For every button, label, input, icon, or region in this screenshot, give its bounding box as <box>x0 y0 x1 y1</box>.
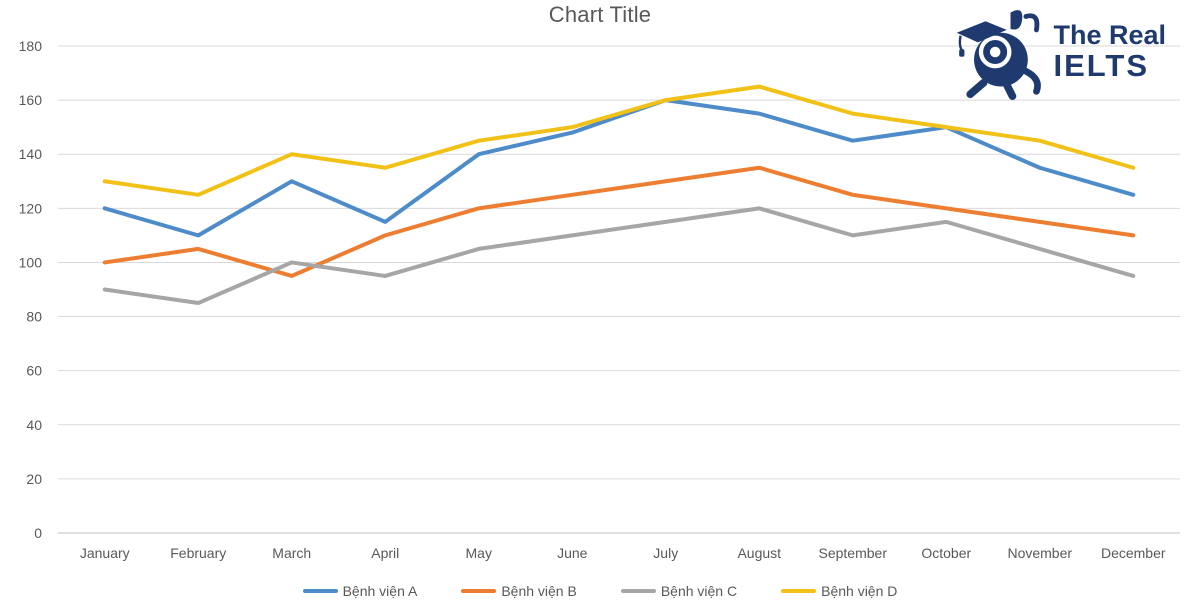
logo-text: The Real IELTS <box>1053 22 1166 81</box>
y-tick-label: 120 <box>19 200 43 216</box>
x-tick-label: January <box>80 545 130 561</box>
y-tick-label: 180 <box>19 38 43 54</box>
legend-label: Bệnh viện B <box>501 583 577 599</box>
chart-title: Chart Title <box>548 2 652 27</box>
y-tick-label: 80 <box>26 309 42 325</box>
logo-text-line1: The Real <box>1053 20 1166 51</box>
y-tick-label: 0 <box>34 525 42 541</box>
y-tick-label: 140 <box>19 146 43 162</box>
x-tick-label: October <box>921 545 971 561</box>
y-tick-label: 40 <box>26 417 42 433</box>
y-tick-label: 20 <box>26 471 42 487</box>
legend-item: Bệnh viện C <box>620 583 738 599</box>
logo-text-line2: IELTS <box>1053 47 1149 83</box>
legend-line-swatch-icon <box>302 589 338 593</box>
x-tick-label: March <box>272 545 311 561</box>
series-line-bệnh-viện-b <box>102 165 1136 278</box>
legend-line-swatch-icon <box>461 589 497 593</box>
x-tick-label: December <box>1101 545 1166 561</box>
x-tick-label: November <box>1007 545 1072 561</box>
logo: The Real IELTS <box>951 4 1166 100</box>
y-tick-label: 100 <box>19 254 43 270</box>
legend-item: Bệnh viện D <box>781 583 897 599</box>
x-tick-label: June <box>557 545 588 561</box>
chart-legend: Bệnh viện A Bệnh viện B Bệnh viện C Bệnh vi… <box>0 583 1200 599</box>
legend-item: Bệnh viện B <box>461 583 577 599</box>
y-tick-label: 160 <box>19 92 43 108</box>
legend-label: Bệnh viện A <box>342 583 418 599</box>
series-line-bệnh-viện-c <box>102 206 1136 306</box>
legend-item: Bệnh viện A <box>302 583 418 599</box>
x-tick-label: April <box>371 545 399 561</box>
x-tick-label: July <box>653 545 678 561</box>
legend-label: Bệnh viện C <box>660 583 738 599</box>
legend-line-swatch-icon <box>620 589 656 593</box>
legend-line-swatch-icon <box>781 589 817 593</box>
legend-label: Bệnh viện D <box>821 583 898 599</box>
x-tick-label: February <box>170 545 226 561</box>
graduate-rabbit-mascot-icon <box>957 10 1042 100</box>
series-line-bệnh-viện-a <box>102 98 1136 238</box>
x-tick-label: August <box>737 545 781 561</box>
x-tick-label: May <box>466 545 492 561</box>
y-tick-label: 60 <box>26 363 42 379</box>
series-line-bệnh-viện-d <box>102 84 1136 197</box>
x-tick-label: September <box>819 545 888 561</box>
